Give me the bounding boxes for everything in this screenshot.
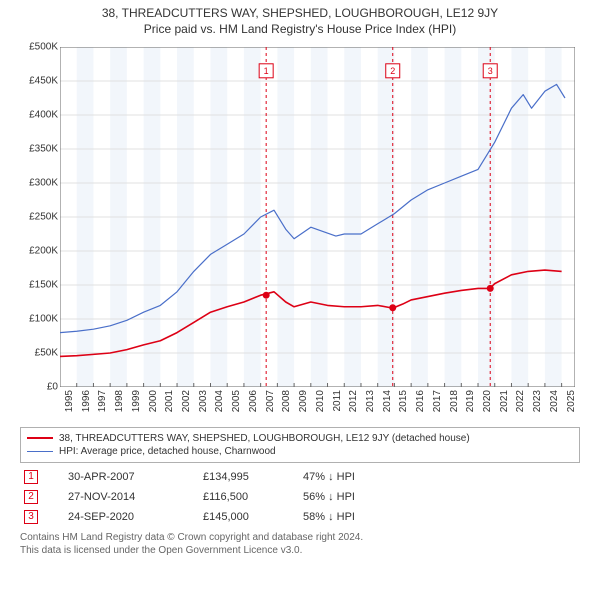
- sale-date: 27-NOV-2014: [68, 491, 173, 503]
- legend-swatch-hpi: [27, 451, 53, 452]
- sale-price: £134,995: [203, 471, 273, 483]
- x-tick-label: 1996: [81, 390, 92, 412]
- svg-text:1: 1: [264, 66, 269, 76]
- sale-row: 1 30-APR-2007 £134,995 47% ↓ HPI: [20, 467, 580, 487]
- x-tick-label: 2020: [482, 390, 493, 412]
- y-tick-label: £0: [20, 381, 58, 392]
- sale-number-badge: 1: [24, 470, 38, 484]
- x-tick-label: 2007: [265, 390, 276, 412]
- x-tick-label: 2024: [549, 390, 560, 412]
- sale-number-badge: 2: [24, 490, 38, 504]
- x-tick-label: 2003: [198, 390, 209, 412]
- svg-text:2: 2: [390, 66, 395, 76]
- y-tick-label: £300K: [20, 177, 58, 188]
- sale-row: 2 27-NOV-2014 £116,500 56% ↓ HPI: [20, 487, 580, 507]
- x-tick-label: 2022: [515, 390, 526, 412]
- y-tick-label: £450K: [20, 75, 58, 86]
- legend-item-hpi: HPI: Average price, detached house, Char…: [27, 445, 573, 458]
- sale-price: £116,500: [203, 491, 273, 503]
- y-tick-label: £350K: [20, 143, 58, 154]
- sale-delta: 47% ↓ HPI: [303, 471, 393, 483]
- y-tick-label: £250K: [20, 211, 58, 222]
- x-tick-label: 2005: [231, 390, 242, 412]
- x-tick-label: 2011: [332, 390, 343, 412]
- x-tick-label: 2014: [382, 390, 393, 412]
- x-tick-label: 2019: [465, 390, 476, 412]
- chart-title: 38, THREADCUTTERS WAY, SHEPSHED, LOUGHBO…: [10, 5, 590, 22]
- legend-label-hpi: HPI: Average price, detached house, Char…: [59, 446, 276, 457]
- x-tick-label: 2017: [432, 390, 443, 412]
- y-tick-label: £500K: [20, 41, 58, 52]
- sale-price: £145,000: [203, 511, 273, 523]
- sale-date: 24-SEP-2020: [68, 511, 173, 523]
- svg-text:3: 3: [488, 66, 493, 76]
- y-tick-label: £150K: [20, 279, 58, 290]
- x-tick-label: 2015: [398, 390, 409, 412]
- y-tick-label: £200K: [20, 245, 58, 256]
- chart-container: 38, THREADCUTTERS WAY, SHEPSHED, LOUGHBO…: [0, 0, 600, 590]
- x-tick-label: 2004: [214, 390, 225, 412]
- x-tick-label: 2018: [449, 390, 460, 412]
- sale-number-badge: 3: [24, 510, 38, 524]
- y-tick-label: £50K: [20, 347, 58, 358]
- x-tick-label: 2013: [365, 390, 376, 412]
- x-tick-label: 2006: [248, 390, 259, 412]
- x-tick-label: 2021: [499, 390, 510, 412]
- x-tick-label: 1997: [97, 390, 108, 412]
- x-tick-label: 1995: [64, 390, 75, 412]
- y-tick-label: £100K: [20, 313, 58, 324]
- attribution-line2: This data is licensed under the Open Gov…: [20, 544, 580, 557]
- x-tick-label: 2016: [415, 390, 426, 412]
- x-tick-label: 2023: [532, 390, 543, 412]
- x-tick-label: 2009: [298, 390, 309, 412]
- x-tick-label: 2001: [164, 390, 175, 412]
- chart-subtitle: Price paid vs. HM Land Registry's House …: [10, 22, 590, 36]
- x-tick-label: 2010: [315, 390, 326, 412]
- legend-swatch-property: [27, 437, 53, 439]
- legend: 38, THREADCUTTERS WAY, SHEPSHED, LOUGHBO…: [20, 427, 580, 463]
- legend-item-property: 38, THREADCUTTERS WAY, SHEPSHED, LOUGHBO…: [27, 432, 573, 445]
- sales-table: 1 30-APR-2007 £134,995 47% ↓ HPI 2 27-NOV-201…: [20, 467, 580, 527]
- x-tick-label: 2002: [181, 390, 192, 412]
- x-tick-label: 1999: [131, 390, 142, 412]
- sale-delta: 58% ↓ HPI: [303, 511, 393, 523]
- sale-row: 3 24-SEP-2020 £145,000 58% ↓ HPI: [20, 507, 580, 527]
- x-tick-label: 2000: [148, 390, 159, 412]
- x-tick-label: 2008: [281, 390, 292, 412]
- x-tick-label: 1998: [114, 390, 125, 412]
- y-tick-label: £400K: [20, 109, 58, 120]
- x-tick-label: 2025: [566, 390, 577, 412]
- chart-plot: 1 2 3: [60, 47, 575, 387]
- sale-delta: 56% ↓ HPI: [303, 491, 393, 503]
- x-tick-label: 2012: [348, 390, 359, 412]
- attribution-line1: Contains HM Land Registry data © Crown c…: [20, 531, 580, 544]
- sale-date: 30-APR-2007: [68, 471, 173, 483]
- legend-label-property: 38, THREADCUTTERS WAY, SHEPSHED, LOUGHBO…: [59, 433, 470, 444]
- chart-area: 1 2 3 £0 £50K £100K £150K £200K £250K £300K £350K…: [20, 42, 580, 422]
- attribution: Contains HM Land Registry data © Crown c…: [20, 531, 580, 557]
